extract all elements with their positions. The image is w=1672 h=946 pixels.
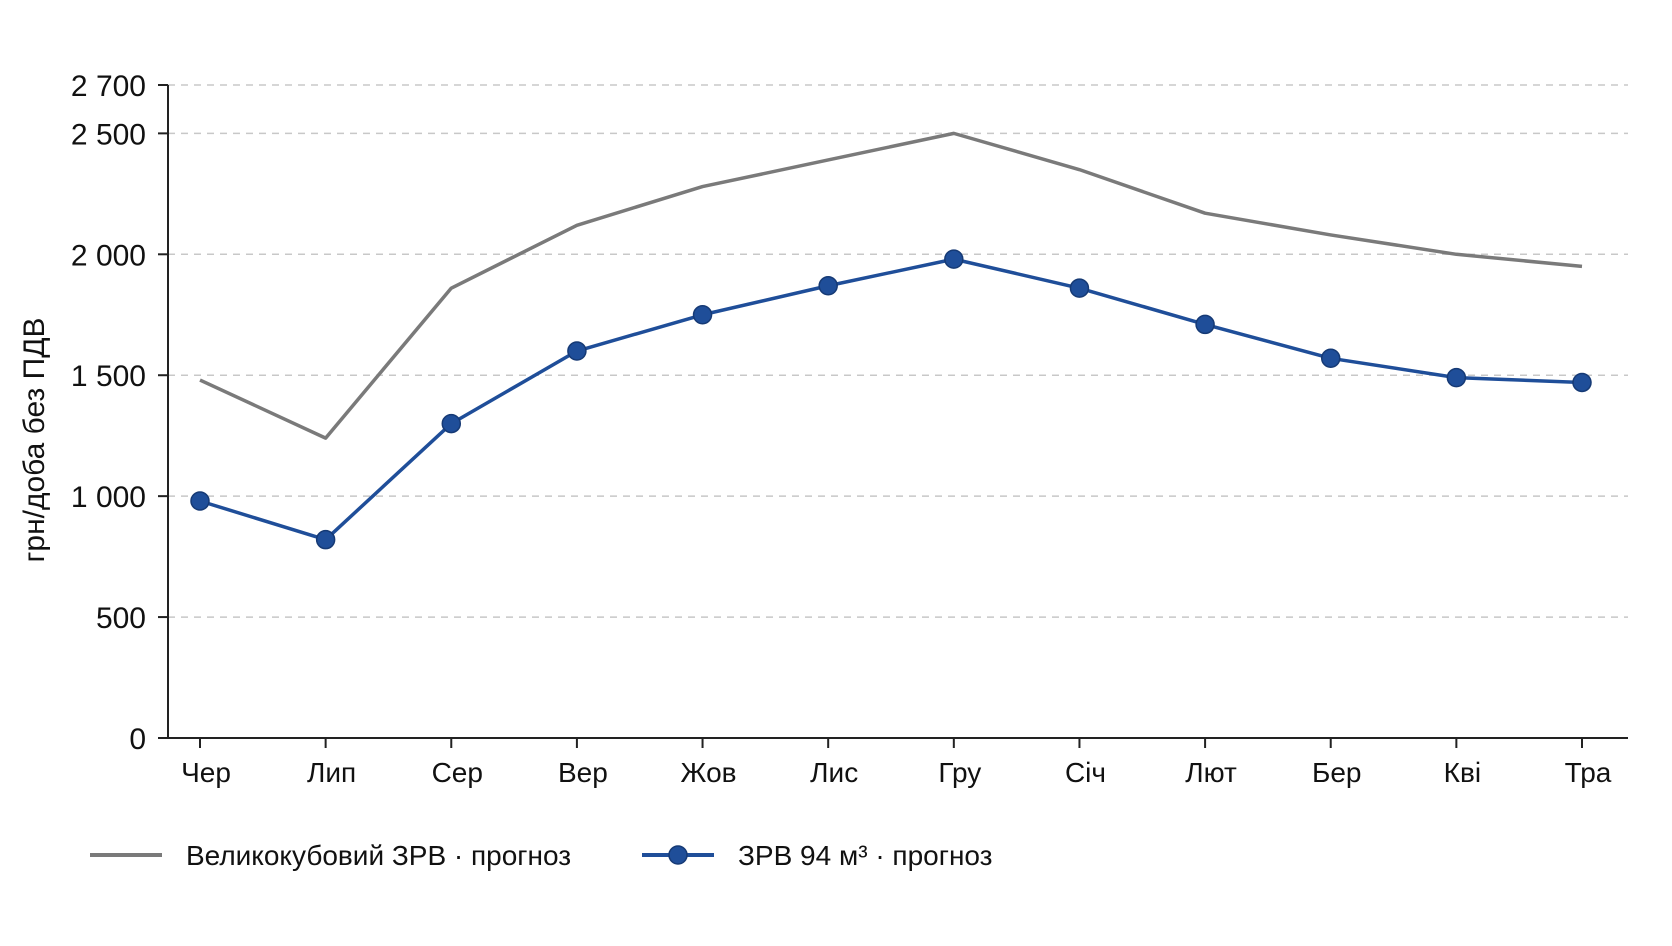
legend-marker bbox=[668, 845, 688, 865]
y-tick-label: 500 bbox=[96, 602, 146, 635]
x-tick-label: Тра bbox=[1565, 757, 1612, 788]
y-tick-label: 1 500 bbox=[71, 360, 146, 393]
x-tick-label: Сер bbox=[432, 757, 483, 788]
data-point bbox=[1320, 348, 1341, 369]
y-tick-label: 2 000 bbox=[71, 239, 146, 272]
y-tick-label: 1 000 bbox=[71, 481, 146, 514]
x-tick-label: Лют bbox=[1185, 757, 1237, 788]
x-tick-label: Гру bbox=[938, 757, 981, 788]
series-line-1 bbox=[199, 131, 1583, 440]
data-point bbox=[818, 275, 838, 296]
y-tick-label: 2 500 bbox=[71, 118, 146, 151]
data-point bbox=[692, 305, 713, 325]
series-line-2 bbox=[199, 257, 1583, 542]
y-tick-label: 0 bbox=[129, 723, 146, 756]
legend: Великокубовий ЗРВ · прогноз ЗРВ 94 м³ · п… bbox=[90, 840, 993, 871]
data-point bbox=[441, 413, 462, 434]
x-tick-label: Вер bbox=[558, 757, 608, 788]
data-point bbox=[315, 529, 336, 550]
x-tick-label: Жов bbox=[681, 757, 737, 788]
x-tick-label: Лип bbox=[307, 757, 356, 788]
series-lines bbox=[190, 131, 1592, 550]
legend-label: ЗРВ 94 м³ · прогноз bbox=[738, 840, 993, 871]
data-point bbox=[567, 341, 587, 361]
data-point bbox=[1069, 278, 1090, 298]
y-tick-labels: 0 500 1 000 1 500 2 000 2 500 2 700 bbox=[71, 70, 146, 756]
x-tick-label: Лис bbox=[810, 757, 858, 788]
data-point bbox=[1572, 372, 1592, 393]
gridlines bbox=[168, 84, 1628, 618]
legend-label: Великокубовий ЗРВ · прогноз bbox=[186, 840, 571, 871]
x-tick-labels: Чер Лип Сер Вер Жов Лис Гру Січ Лют Бер Кві Тра bbox=[181, 757, 1612, 788]
y-axis-title: грн/доба без ПДВ bbox=[18, 317, 51, 562]
data-point bbox=[1195, 314, 1215, 335]
data-point bbox=[944, 249, 964, 269]
axes bbox=[158, 84, 1628, 748]
data-point bbox=[190, 491, 210, 511]
x-tick-label: Чер bbox=[181, 757, 231, 788]
x-tick-label: Січ bbox=[1065, 757, 1106, 788]
x-tick-label: Кві bbox=[1444, 757, 1481, 788]
y-tick-label: 2 700 bbox=[71, 70, 146, 103]
x-tick-label: Бер bbox=[1312, 757, 1362, 788]
data-point bbox=[1446, 367, 1467, 388]
